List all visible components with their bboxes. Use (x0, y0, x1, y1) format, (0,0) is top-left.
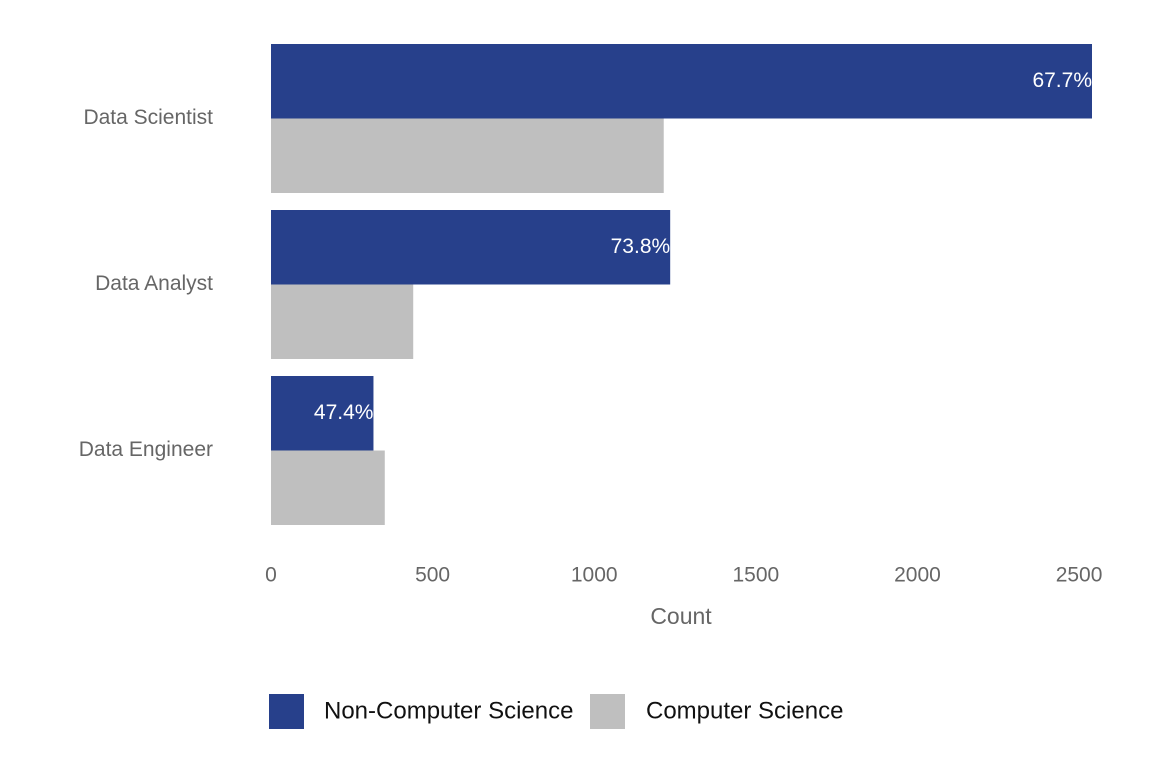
category-label: Data Engineer (79, 438, 213, 461)
x-tick-label: 0 (265, 564, 277, 587)
legend-label: Computer Science (646, 697, 843, 724)
x-axis-title: Count (650, 603, 712, 629)
legend-label: Non-Computer Science (324, 697, 573, 724)
bar-non-cs (271, 210, 671, 285)
category-label: Data Scientist (83, 106, 213, 129)
bar-cs (271, 118, 664, 193)
bar-cs (271, 284, 414, 359)
bar-non-cs (271, 376, 374, 451)
legend-swatch (590, 694, 625, 729)
category-label: Data Analyst (95, 272, 213, 295)
x-tick-label: 1500 (732, 564, 779, 587)
x-tick-label: 1000 (571, 564, 618, 587)
bar-cs (271, 450, 385, 525)
bar-data-label: 67.7% (1032, 69, 1092, 92)
bars-layer: 67.7% 73.8% 47.4% (271, 44, 1092, 525)
category-labels: Data Scientist Data Analyst Data Engineer (79, 106, 213, 461)
legend: Non-Computer Science Computer Science (269, 694, 843, 729)
bar-data-label: 47.4% (314, 401, 374, 424)
x-tick-label: 2000 (894, 564, 941, 587)
bar-data-label: 73.8% (611, 235, 671, 258)
x-tick-label: 2500 (1056, 564, 1103, 587)
bar-non-cs (271, 44, 1092, 119)
legend-swatch (269, 694, 304, 729)
x-tick-label: 500 (415, 564, 450, 587)
x-tick-labels: 0 500 1000 1500 2000 2500 (265, 564, 1102, 587)
